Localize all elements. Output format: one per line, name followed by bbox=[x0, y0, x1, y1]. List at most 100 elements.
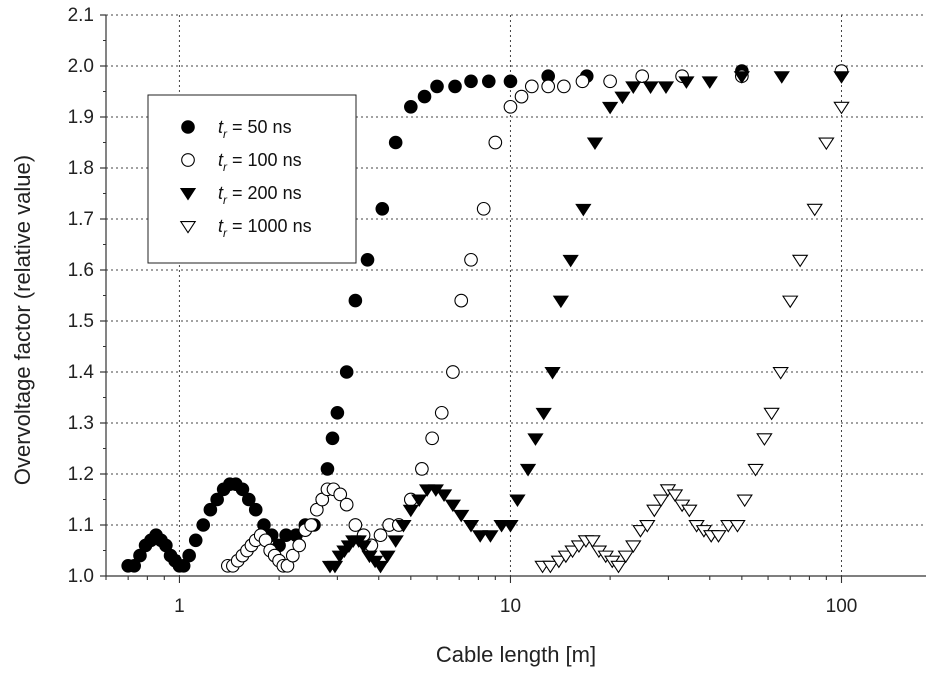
data-point bbox=[417, 89, 432, 104]
series-3 bbox=[534, 101, 850, 574]
data-point bbox=[339, 497, 354, 512]
data-point bbox=[806, 203, 823, 217]
data-point bbox=[782, 295, 799, 309]
data-point bbox=[564, 545, 581, 559]
series-2 bbox=[321, 71, 850, 574]
data-point bbox=[372, 560, 389, 574]
legend-label: tr = 100 ns bbox=[218, 150, 302, 174]
data-point bbox=[373, 528, 388, 543]
data-point bbox=[210, 492, 224, 507]
data-point bbox=[818, 137, 835, 151]
legend-marker bbox=[179, 220, 197, 234]
y-tick-label: 1.8 bbox=[68, 158, 94, 179]
data-point bbox=[453, 509, 470, 523]
data-point bbox=[586, 137, 604, 151]
data-point bbox=[773, 71, 790, 84]
legend: tr = 50 ns tr = 100 ns tr = 200 ns tr = 100… bbox=[147, 94, 357, 264]
data-point bbox=[681, 504, 698, 518]
x-tick-label: 10 bbox=[500, 596, 521, 617]
data-point bbox=[464, 74, 478, 89]
data-point bbox=[575, 203, 592, 217]
data-point bbox=[379, 550, 396, 564]
data-point bbox=[584, 535, 601, 548]
data-point bbox=[646, 504, 663, 518]
data-point bbox=[333, 487, 348, 502]
data-point bbox=[241, 492, 256, 507]
data-point bbox=[535, 407, 552, 421]
data-point bbox=[632, 525, 649, 538]
data-point bbox=[472, 530, 489, 543]
data-point bbox=[833, 71, 850, 84]
legend-label: tr = 50 ns bbox=[218, 117, 292, 141]
data-point bbox=[678, 76, 695, 89]
data-point bbox=[544, 367, 561, 380]
data-point bbox=[355, 540, 372, 553]
legend-marker bbox=[181, 120, 195, 134]
data-point bbox=[524, 79, 539, 94]
y-tick-label: 2.1 bbox=[68, 5, 94, 26]
data-point bbox=[404, 100, 418, 114]
data-point bbox=[747, 463, 764, 477]
data-point bbox=[617, 550, 634, 564]
data-point bbox=[235, 482, 250, 497]
y-tick-label: 1.2 bbox=[68, 464, 94, 485]
data-point bbox=[304, 518, 319, 532]
data-point bbox=[666, 489, 684, 503]
data-point bbox=[562, 254, 579, 268]
y-tick-label: 1.7 bbox=[68, 209, 94, 230]
legend-label: tr = 1000 ns bbox=[218, 216, 312, 240]
data-point bbox=[625, 81, 642, 94]
data-point bbox=[601, 101, 619, 115]
data-point bbox=[509, 494, 526, 508]
y-tick-label: 1.4 bbox=[68, 362, 95, 383]
data-point bbox=[476, 201, 491, 216]
data-point bbox=[434, 405, 449, 420]
legend-label: tr = 200 ns bbox=[218, 183, 302, 207]
data-point bbox=[833, 101, 850, 115]
series-1 bbox=[220, 64, 849, 573]
axes: 1.0 1.1 1.2 1.3 1.4 1.5 1.6 1.7 1.8 1.9 2.0 2.1 1 10 1… bbox=[68, 5, 926, 617]
data-point bbox=[348, 293, 363, 308]
data-point bbox=[248, 502, 263, 517]
y-tick-label: 2.0 bbox=[68, 56, 94, 77]
data-point bbox=[557, 550, 575, 564]
data-point bbox=[435, 489, 453, 502]
data-point bbox=[446, 365, 460, 379]
data-point bbox=[196, 518, 211, 532]
data-point bbox=[387, 535, 404, 548]
data-point bbox=[642, 81, 659, 94]
data-point bbox=[657, 81, 675, 94]
data-point bbox=[503, 74, 518, 89]
data-point bbox=[203, 502, 218, 517]
data-point bbox=[514, 89, 529, 104]
data-point bbox=[462, 520, 480, 533]
data-point bbox=[542, 560, 559, 574]
data-point bbox=[614, 91, 631, 105]
data-point bbox=[772, 366, 789, 380]
data-point bbox=[375, 202, 390, 216]
data-point bbox=[348, 518, 363, 532]
data-point bbox=[330, 406, 345, 420]
data-point bbox=[756, 433, 773, 446]
series-0 bbox=[121, 64, 749, 573]
data-point bbox=[415, 462, 429, 476]
y-tick-label: 1.9 bbox=[68, 107, 94, 128]
data-point bbox=[575, 74, 590, 89]
data-point bbox=[652, 494, 670, 508]
series-layer bbox=[121, 64, 850, 574]
data-point bbox=[570, 540, 588, 554]
data-point bbox=[402, 504, 419, 518]
data-point bbox=[701, 76, 718, 89]
y-tick-label: 1.1 bbox=[68, 515, 94, 536]
data-point bbox=[763, 407, 780, 421]
data-point bbox=[325, 431, 340, 446]
data-point bbox=[182, 548, 196, 563]
y-tick-label: 1.3 bbox=[68, 413, 94, 434]
legend-marker bbox=[179, 188, 197, 201]
data-point bbox=[360, 252, 375, 267]
data-point bbox=[448, 79, 462, 94]
data-point bbox=[292, 538, 307, 553]
data-point bbox=[430, 79, 444, 94]
y-tick-label: 1.5 bbox=[68, 311, 94, 332]
